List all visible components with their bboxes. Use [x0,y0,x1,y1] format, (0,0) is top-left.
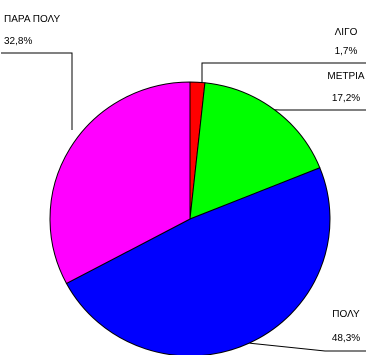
slice-label-1: ΛΙΓΟ [335,27,358,38]
slice-value-1: 1,7% [335,46,358,57]
slice-label-4: ΠΑΡΑ ΠΟΛΥ [4,14,60,25]
leader-line-3 [249,343,366,351]
slice-value-3: 48,3% [332,333,360,344]
leader-line-4 [1,53,72,130]
slice-label-3: ΠΟΛΥ [332,309,360,320]
slice-value-4: 32,8% [4,36,32,47]
pie-slices [50,82,330,355]
slice-value-2: 17,2% [332,93,360,104]
slice-label-2: ΜΕΤΡΙΑ [327,71,365,82]
